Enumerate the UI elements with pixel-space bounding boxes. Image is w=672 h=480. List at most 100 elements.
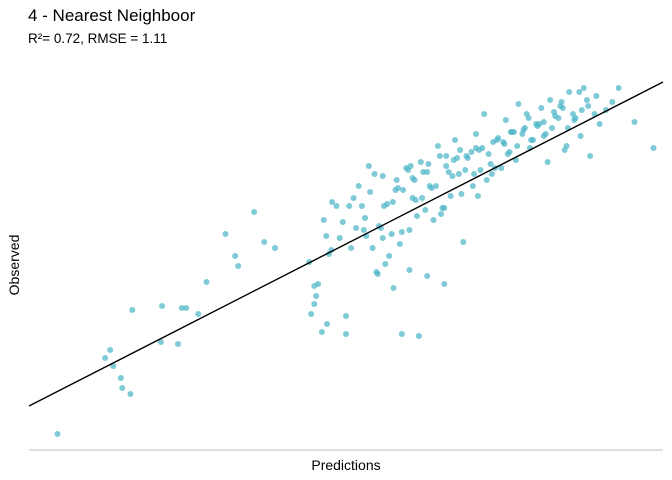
data-point: [365, 163, 372, 169]
data-point: [102, 355, 109, 361]
data-point: [406, 267, 413, 273]
data-point: [324, 321, 330, 327]
data-point: [481, 111, 488, 117]
data-point: [551, 109, 557, 115]
data-point: [425, 161, 432, 167]
data-point: [487, 161, 494, 167]
data-point: [414, 213, 420, 219]
data-point: [419, 195, 426, 201]
data-point: [449, 173, 456, 179]
data-point: [458, 191, 465, 197]
data-point: [525, 115, 532, 121]
data-point: [388, 231, 395, 237]
data-point: [222, 231, 229, 237]
data-point: [650, 145, 657, 151]
data-point: [398, 331, 405, 337]
reference-line: [28, 81, 664, 407]
data-point: [447, 193, 454, 199]
data-point: [261, 239, 268, 245]
data-point: [311, 301, 318, 307]
data-point: [195, 311, 202, 317]
y-axis-label: Observed: [6, 235, 22, 296]
data-point: [544, 159, 551, 165]
data-point: [348, 245, 355, 251]
data-point: [498, 165, 505, 171]
data-point: [313, 293, 320, 299]
data-point: [488, 171, 495, 177]
data-point: [549, 125, 555, 131]
data-point: [540, 119, 547, 125]
data-point: [232, 253, 239, 259]
data-point: [379, 235, 386, 241]
data-point: [119, 385, 126, 391]
data-point: [159, 303, 166, 309]
data-point: [117, 375, 124, 381]
data-point: [386, 253, 393, 259]
data-point: [358, 203, 365, 209]
data-point: [519, 131, 526, 137]
data-point: [400, 187, 407, 193]
data-point: [412, 197, 419, 203]
data-point: [471, 171, 478, 177]
data-point: [369, 245, 376, 251]
data-point: [609, 99, 616, 105]
data-point: [455, 171, 462, 177]
data-point: [384, 201, 391, 207]
data-point: [430, 217, 437, 223]
data-point: [485, 151, 492, 157]
data-point: [460, 239, 467, 245]
data-point: [585, 103, 592, 109]
data-point: [463, 153, 470, 159]
data-point: [323, 233, 330, 239]
data-point: [398, 229, 405, 235]
data-point: [457, 147, 464, 153]
data-point: [521, 125, 528, 131]
data-point: [373, 269, 380, 275]
data-point: [367, 189, 374, 195]
data-point: [504, 151, 511, 157]
data-point: [175, 341, 181, 347]
data-point: [107, 347, 114, 353]
data-point: [389, 199, 396, 205]
data-point: [509, 129, 516, 135]
data-point: [443, 163, 450, 169]
data-point: [483, 177, 490, 183]
data-point: [583, 97, 590, 103]
data-point: [203, 279, 210, 285]
data-point: [563, 143, 570, 149]
data-point: [587, 153, 594, 159]
data-point: [438, 211, 445, 217]
data-point: [393, 177, 400, 183]
data-point: [473, 145, 479, 151]
data-point: [615, 85, 622, 91]
chart-subtitle: R²= 0.72, RMSE = 1.11: [28, 31, 167, 46]
data-point: [54, 431, 61, 437]
data-point: [436, 153, 443, 159]
data-point: [462, 167, 469, 173]
data-point: [346, 203, 353, 209]
data-point: [360, 227, 367, 233]
points-layer: [54, 85, 657, 437]
data-point: [343, 331, 349, 337]
chart-title: 4 - Nearest Neighboor: [28, 6, 196, 25]
data-point: [129, 307, 136, 313]
data-point: [371, 171, 378, 177]
data-point: [308, 311, 315, 317]
data-point: [538, 105, 545, 111]
data-point: [495, 135, 502, 141]
data-point: [477, 167, 484, 173]
data-point: [396, 241, 403, 247]
data-point: [576, 89, 583, 95]
data-point: [452, 137, 458, 143]
data-point: [406, 227, 413, 233]
data-point: [530, 137, 536, 143]
data-point: [422, 207, 429, 213]
data-point: [251, 209, 258, 215]
data-point: [580, 85, 587, 91]
data-point: [235, 263, 242, 269]
data-point: [473, 131, 479, 137]
data-point: [500, 139, 507, 145]
data-point: [320, 217, 327, 223]
data-point: [596, 121, 603, 127]
